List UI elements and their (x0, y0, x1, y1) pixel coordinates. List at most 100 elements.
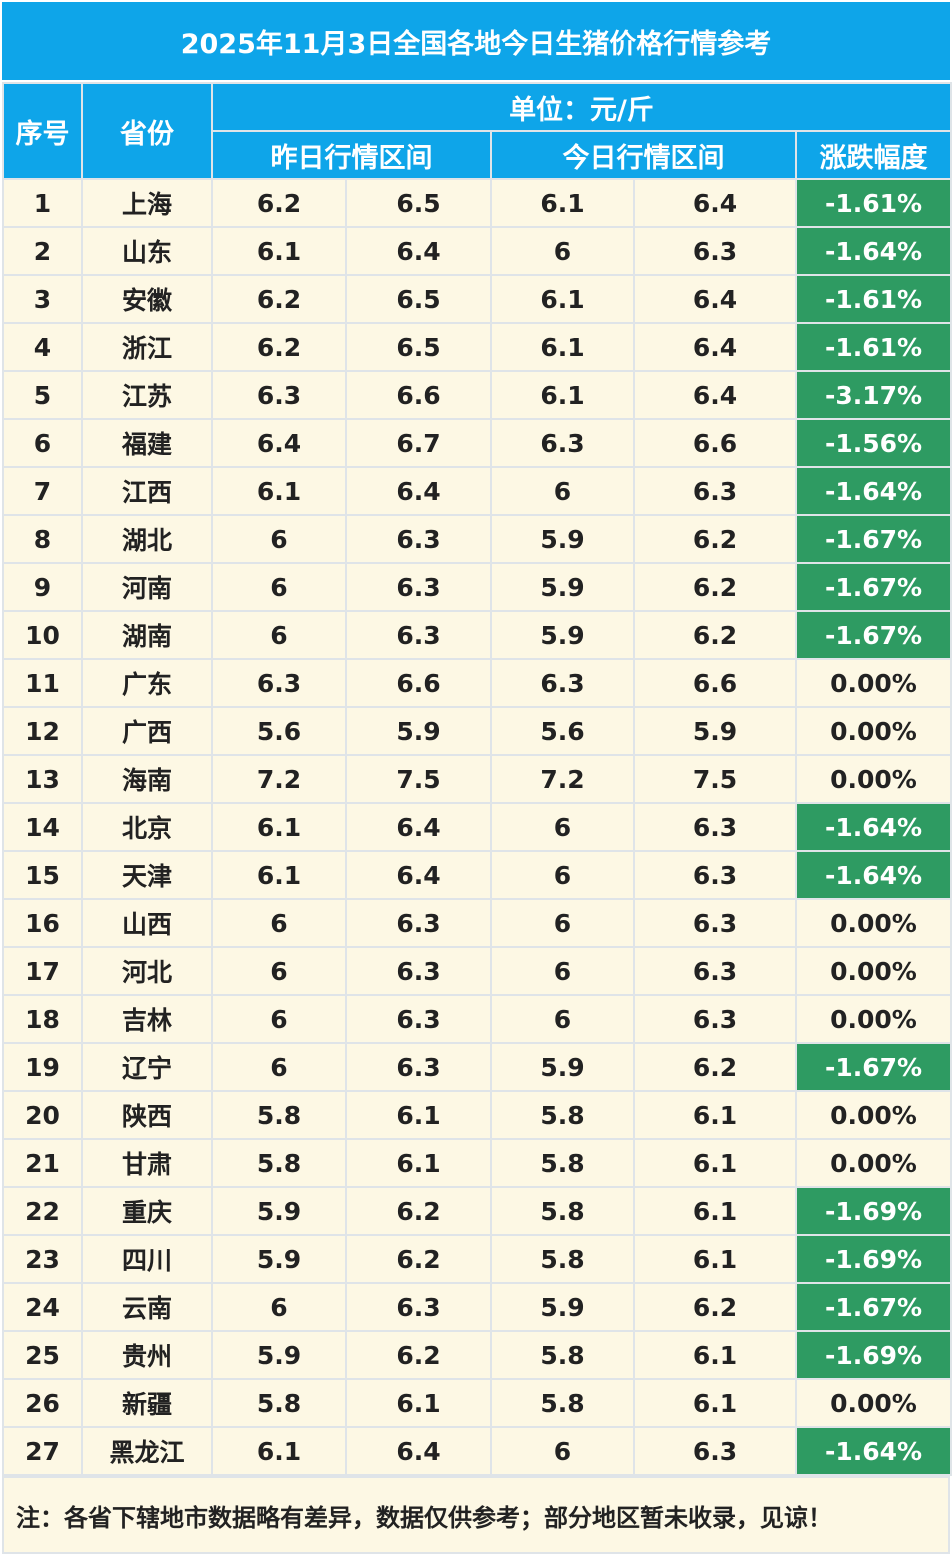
header-seq: 序号 (2, 82, 83, 180)
cell-today-high: 6.2 (633, 1042, 797, 1092)
table-row: 3 安徽 6.2 6.5 6.1 6.4 -1.61% (2, 274, 952, 324)
cell-today-low: 6 (490, 946, 635, 996)
cell-today-high: 6.2 (633, 1282, 797, 1332)
cell-yesterday-high: 6.3 (345, 1042, 492, 1092)
table-row: 1 上海 6.2 6.5 6.1 6.4 -1.61% (2, 178, 952, 228)
cell-today-low: 5.8 (490, 1138, 635, 1188)
cell-yesterday-low: 5.8 (211, 1090, 347, 1140)
cell-today-high: 6.1 (633, 1378, 797, 1428)
cell-today-high: 6.2 (633, 562, 797, 612)
cell-province: 广东 (81, 658, 213, 708)
cell-yesterday-high: 7.5 (345, 754, 492, 804)
header-province: 省份 (81, 82, 213, 180)
cell-province: 海南 (81, 754, 213, 804)
table-row: 22 重庆 5.9 6.2 5.8 6.1 -1.69% (2, 1186, 952, 1236)
cell-seq: 9 (2, 562, 83, 612)
cell-today-low: 5.8 (490, 1378, 635, 1428)
cell-province: 广西 (81, 706, 213, 756)
header-unit: 单位：元/斤 (211, 82, 952, 132)
cell-today-high: 6.3 (633, 994, 797, 1044)
cell-seq: 21 (2, 1138, 83, 1188)
cell-today-low: 6.1 (490, 322, 635, 372)
cell-change: -1.64% (795, 1426, 952, 1476)
cell-today-high: 6.4 (633, 370, 797, 420)
cell-change: 0.00% (795, 1138, 952, 1188)
cell-yesterday-high: 6.4 (345, 1426, 492, 1476)
cell-change: -1.61% (795, 178, 952, 228)
cell-yesterday-low: 5.8 (211, 1378, 347, 1428)
cell-today-high: 6.3 (633, 466, 797, 516)
table-row: 10 湖南 6 6.3 5.9 6.2 -1.67% (2, 610, 952, 660)
cell-yesterday-high: 6.5 (345, 322, 492, 372)
table-row: 16 山西 6 6.3 6 6.3 0.00% (2, 898, 952, 948)
cell-today-low: 6 (490, 850, 635, 900)
table-row: 21 甘肃 5.8 6.1 5.8 6.1 0.00% (2, 1138, 952, 1188)
cell-yesterday-high: 6.5 (345, 274, 492, 324)
cell-today-low: 5.9 (490, 562, 635, 612)
cell-yesterday-low: 7.2 (211, 754, 347, 804)
cell-yesterday-high: 6.1 (345, 1138, 492, 1188)
cell-yesterday-low: 6 (211, 1042, 347, 1092)
table-row: 9 河南 6 6.3 5.9 6.2 -1.67% (2, 562, 952, 612)
cell-yesterday-low: 6.1 (211, 850, 347, 900)
cell-change: 0.00% (795, 706, 952, 756)
cell-today-high: 6.3 (633, 898, 797, 948)
cell-yesterday-low: 6.1 (211, 1426, 347, 1476)
cell-province: 重庆 (81, 1186, 213, 1236)
cell-yesterday-high: 6.3 (345, 562, 492, 612)
cell-yesterday-low: 5.9 (211, 1186, 347, 1236)
cell-seq: 19 (2, 1042, 83, 1092)
cell-seq: 13 (2, 754, 83, 804)
cell-province: 甘肃 (81, 1138, 213, 1188)
cell-yesterday-high: 6.3 (345, 994, 492, 1044)
cell-yesterday-low: 6.2 (211, 178, 347, 228)
cell-today-high: 6.2 (633, 514, 797, 564)
cell-change: -1.64% (795, 466, 952, 516)
cell-seq: 1 (2, 178, 83, 228)
table-row: 18 吉林 6 6.3 6 6.3 0.00% (2, 994, 952, 1044)
cell-yesterday-high: 6.3 (345, 610, 492, 660)
cell-yesterday-high: 5.9 (345, 706, 492, 756)
cell-yesterday-low: 6.3 (211, 658, 347, 708)
cell-yesterday-low: 5.9 (211, 1330, 347, 1380)
cell-seq: 22 (2, 1186, 83, 1236)
cell-yesterday-high: 6.6 (345, 658, 492, 708)
cell-change: -1.56% (795, 418, 952, 468)
cell-seq: 12 (2, 706, 83, 756)
cell-today-high: 6.4 (633, 322, 797, 372)
cell-today-high: 6.4 (633, 178, 797, 228)
cell-yesterday-high: 6.4 (345, 466, 492, 516)
cell-today-high: 6.3 (633, 802, 797, 852)
cell-yesterday-low: 5.9 (211, 1234, 347, 1284)
cell-today-high: 6.1 (633, 1330, 797, 1380)
cell-province: 江西 (81, 466, 213, 516)
cell-today-high: 6.4 (633, 274, 797, 324)
table-row: 13 海南 7.2 7.5 7.2 7.5 0.00% (2, 754, 952, 804)
cell-province: 山东 (81, 226, 213, 276)
cell-today-low: 6 (490, 226, 635, 276)
cell-today-low: 5.8 (490, 1330, 635, 1380)
cell-today-high: 6.6 (633, 658, 797, 708)
cell-today-high: 6.3 (633, 946, 797, 996)
cell-yesterday-high: 6.1 (345, 1378, 492, 1428)
table-row: 23 四川 5.9 6.2 5.8 6.1 -1.69% (2, 1234, 952, 1284)
cell-province: 河南 (81, 562, 213, 612)
cell-yesterday-low: 6 (211, 562, 347, 612)
cell-change: -1.69% (795, 1186, 952, 1236)
cell-yesterday-high: 6.3 (345, 898, 492, 948)
cell-province: 北京 (81, 802, 213, 852)
cell-seq: 26 (2, 1378, 83, 1428)
cell-yesterday-high: 6.3 (345, 946, 492, 996)
cell-today-low: 7.2 (490, 754, 635, 804)
cell-yesterday-high: 6.4 (345, 850, 492, 900)
cell-yesterday-high: 6.4 (345, 802, 492, 852)
cell-change: -1.67% (795, 1042, 952, 1092)
table-row: 20 陕西 5.8 6.1 5.8 6.1 0.00% (2, 1090, 952, 1140)
cell-today-low: 6.1 (490, 178, 635, 228)
footnote: 注：各省下辖地市数据略有差异，数据仅供参考；部分地区暂未收录，见谅！ (2, 1476, 950, 1554)
table-row: 4 浙江 6.2 6.5 6.1 6.4 -1.61% (2, 322, 952, 372)
cell-province: 黑龙江 (81, 1426, 213, 1476)
cell-yesterday-low: 6 (211, 514, 347, 564)
table-row: 17 河北 6 6.3 6 6.3 0.00% (2, 946, 952, 996)
header-today-range: 今日行情区间 (490, 130, 797, 180)
